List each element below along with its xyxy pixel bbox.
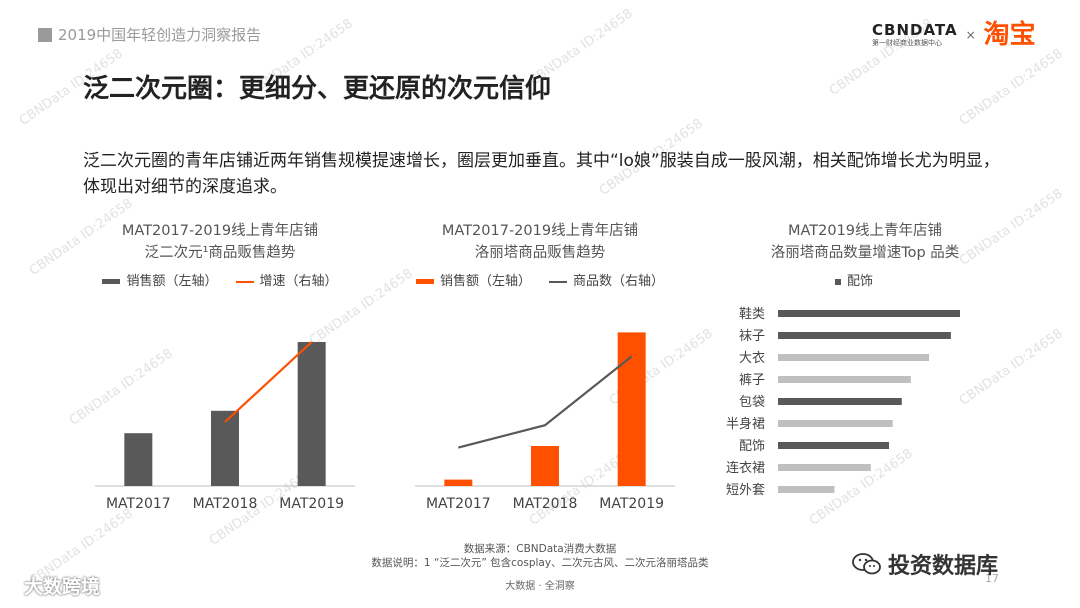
chart3-tick-label-1: 袜子 xyxy=(739,329,765,344)
header-square-icon xyxy=(38,28,52,42)
legend-bar-swatch-icon xyxy=(102,279,121,284)
footer-slogan: 大数据 · 全洞察 xyxy=(505,581,575,592)
note-line: 数据说明：1 “泛二次元” 包含cosplay、二次元古风、二次元洛丽塔品类 xyxy=(371,557,709,569)
chart1-subtitle: 泛二次元¹商品贩售趋势 xyxy=(144,245,296,261)
cbndata-logo: CBNDATA 第一财经商业数据中心 xyxy=(872,22,958,48)
chart2-line-series xyxy=(458,355,633,449)
chart2-bar-2 xyxy=(617,332,646,486)
chart2-subtitle: 洛丽塔商品贩售趋势 xyxy=(474,245,606,261)
chart1-bar-1 xyxy=(211,410,239,486)
chart2-title: MAT2017-2019线上青年店铺 xyxy=(441,223,639,239)
chart1-legend-item-0: 销售额（左轴） xyxy=(102,270,218,289)
legend-line-swatch-icon xyxy=(235,280,254,283)
chart3-bar-8 xyxy=(778,486,835,493)
legend-label: 销售额（左轴） xyxy=(439,274,531,289)
page-title: 泛二次元圈：更细分、更还原的次元信仰 xyxy=(83,74,552,104)
source-line: 数据来源：CBNData消费大数据 xyxy=(463,543,617,555)
watermark-left: 大数跨境 xyxy=(24,576,101,598)
chart3-tick-label-6: 配饰 xyxy=(739,439,765,454)
chart3-header: MAT2019线上青年店铺 洛丽塔商品数量增速Top 品类 配饰 xyxy=(715,220,1015,289)
chart1-line-series xyxy=(224,341,313,423)
cbndata-sub: 第一财经商业数据中心 xyxy=(872,39,942,47)
chart2-header: MAT2017-2019线上青年店铺 洛丽塔商品贩售趋势 销售额（左轴） 商品数… xyxy=(390,220,690,289)
chart3-tick-label-8: 短外套 xyxy=(726,482,765,498)
chart3-bar-6 xyxy=(778,442,890,449)
chart2-tick-label-1: MAT2018 xyxy=(513,496,578,512)
watermark-id-4: CBNData ID:24658 xyxy=(956,46,1066,129)
chart3-bar-7 xyxy=(778,464,871,471)
chart2-bar-1 xyxy=(531,446,559,486)
chart3-bar-2 xyxy=(778,354,930,361)
chart2-legend: 销售额（左轴） 商品数（右轴） xyxy=(390,270,690,289)
chart2-bar-0 xyxy=(444,479,473,486)
chart1-title: MAT2017-2019线上青年店铺 xyxy=(121,223,319,239)
chart2-legend-item-0: 销售额（左轴） xyxy=(415,270,531,289)
chart1-bar-2 xyxy=(297,342,326,486)
chart2-tick-label-0: MAT2017 xyxy=(426,496,491,512)
legend-bar-swatch-icon xyxy=(415,279,434,284)
legend-label: 增速（右轴） xyxy=(259,274,338,289)
wechat-icon xyxy=(852,553,881,575)
chart1-legend-item-1: 增速（右轴） xyxy=(235,270,338,289)
chart3-bar-4 xyxy=(778,398,902,405)
legend-line-swatch-icon xyxy=(549,280,567,283)
chart3-bar-0 xyxy=(778,310,960,317)
chart3-bar-1 xyxy=(778,332,951,339)
chart3-legend: 配饰 xyxy=(715,270,1015,289)
chart3-tick-label-3: 裤子 xyxy=(739,373,765,388)
chart1-tick-label-0: MAT2017 xyxy=(106,496,171,512)
chart3-legend-item-0: 配饰 xyxy=(835,270,873,289)
intro-text: 泛二次元圈的青年店铺近两年销售规模提速增长，圈层更加垂直。其中“lo娘”服装自成… xyxy=(83,151,1000,197)
chart2-legend-item-1: 商品数（右轴） xyxy=(549,270,664,289)
chart1-header: MAT2017-2019线上青年店铺 泛二次元¹商品贩售趋势 销售额（左轴） 增… xyxy=(70,220,370,289)
chart1-plot: MAT2017 MAT2018 MAT2019 xyxy=(95,341,355,512)
watermark-right: 投资数据库 xyxy=(852,548,998,580)
legend-label: 配饰 xyxy=(847,274,874,289)
chart3-subtitle: 洛丽塔商品数量增速Top 品类 xyxy=(770,245,960,261)
chart1-tick-label-1: MAT2018 xyxy=(193,496,258,512)
page-number: 17 xyxy=(985,572,999,585)
report-title: 2019中国年轻创造力洞察报告 xyxy=(58,26,262,44)
legend-label: 销售额（左轴） xyxy=(126,274,218,289)
chart2-plot: MAT2017 MAT2018 MAT2019 xyxy=(415,332,675,512)
chart3-bar-5 xyxy=(778,420,893,427)
brand-x: × xyxy=(965,28,976,42)
chart1-bar-0 xyxy=(124,433,153,486)
chart3-tick-label-7: 连衣裙 xyxy=(726,460,765,476)
taobao-logo: 淘宝 xyxy=(983,20,1036,50)
brand-logos: CBNDATA 第一财经商业数据中心 × 淘宝 xyxy=(872,18,1036,52)
chart3-tick-label-5: 半身裙 xyxy=(726,416,765,432)
chart3-bar-3 xyxy=(778,376,911,383)
chart3-tick-label-4: 包袋 xyxy=(739,395,765,410)
legend-label: 商品数（右轴） xyxy=(573,274,665,289)
chart1-tick-label-2: MAT2019 xyxy=(279,496,344,512)
chart3-tick-label-0: 鞋类 xyxy=(739,306,765,322)
source-notes: 数据来源：CBNData消费大数据 数据说明：1 “泛二次元” 包含cospla… xyxy=(0,542,1080,570)
watermark-right-label: 投资数据库 xyxy=(888,554,999,579)
chart2-tick-label-2: MAT2019 xyxy=(599,496,664,512)
cbndata-name: CBNDATA xyxy=(872,21,958,39)
chart3-title: MAT2019线上青年店铺 xyxy=(787,223,943,239)
chart1-legend: 销售额（左轴） 增速（右轴） xyxy=(70,270,370,289)
legend-square-swatch-icon xyxy=(835,278,841,285)
chart3-tick-label-2: 大衣 xyxy=(739,350,765,366)
